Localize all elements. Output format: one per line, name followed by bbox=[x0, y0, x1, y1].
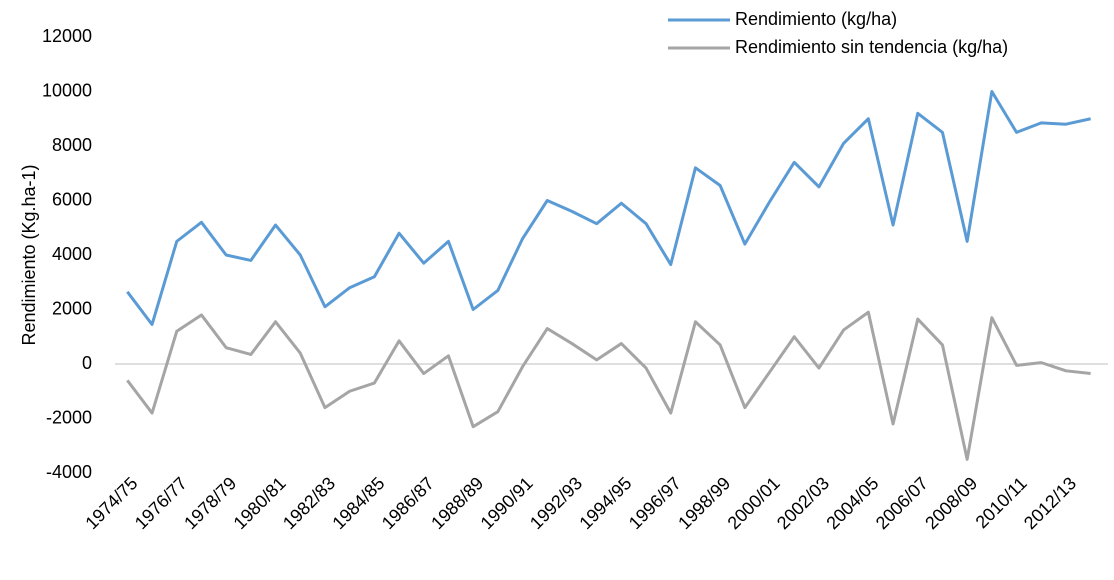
x-tick-label: 2008/09 bbox=[921, 473, 981, 533]
x-tick-label: 1990/91 bbox=[477, 473, 537, 533]
x-tick-label: 2000/01 bbox=[724, 473, 784, 533]
x-tick-label: 2006/07 bbox=[872, 473, 932, 533]
y-tick-label: 6000 bbox=[52, 189, 92, 209]
x-tick-label: 2004/05 bbox=[822, 473, 882, 533]
x-tick-label: 1996/97 bbox=[625, 473, 685, 533]
y-tick-label: 12000 bbox=[42, 26, 92, 46]
x-tick-label: 2012/13 bbox=[1020, 473, 1080, 533]
y-tick-label: -2000 bbox=[46, 407, 92, 427]
x-tick-label: 1994/95 bbox=[575, 473, 635, 533]
y-tick-label: 10000 bbox=[42, 80, 92, 100]
legend-label: Rendimiento (kg/ha) bbox=[735, 9, 897, 29]
y-axis-label: Rendimiento (Kg.ha-1) bbox=[19, 164, 39, 345]
x-tick-label: 1982/83 bbox=[279, 473, 339, 533]
x-tick-label: 2002/03 bbox=[773, 473, 833, 533]
x-tick-label: 1984/85 bbox=[328, 473, 388, 533]
x-tick-label: 2010/11 bbox=[972, 473, 1031, 532]
x-tick-label: 1976/77 bbox=[131, 473, 191, 533]
y-tick-label: 2000 bbox=[52, 298, 92, 318]
x-tick-label: 1974/75 bbox=[81, 473, 141, 533]
x-tick-label: 1988/89 bbox=[427, 473, 487, 533]
x-tick-label: 1998/99 bbox=[674, 473, 734, 533]
legend-label: Rendimiento sin tendencia (kg/ha) bbox=[735, 37, 1008, 57]
x-tick-label: 1978/79 bbox=[180, 473, 240, 533]
x-tick-label: 1992/93 bbox=[526, 473, 586, 533]
y-tick-label: 0 bbox=[82, 353, 92, 373]
x-tick-label: 1986/87 bbox=[378, 473, 438, 533]
y-tick-label: 8000 bbox=[52, 135, 92, 155]
series-line bbox=[126, 310, 1091, 461]
x-tick-label: 1980/81 bbox=[230, 473, 290, 533]
y-tick-label: 4000 bbox=[52, 244, 92, 264]
y-tick-label: -4000 bbox=[46, 462, 92, 482]
series-line bbox=[126, 90, 1091, 326]
